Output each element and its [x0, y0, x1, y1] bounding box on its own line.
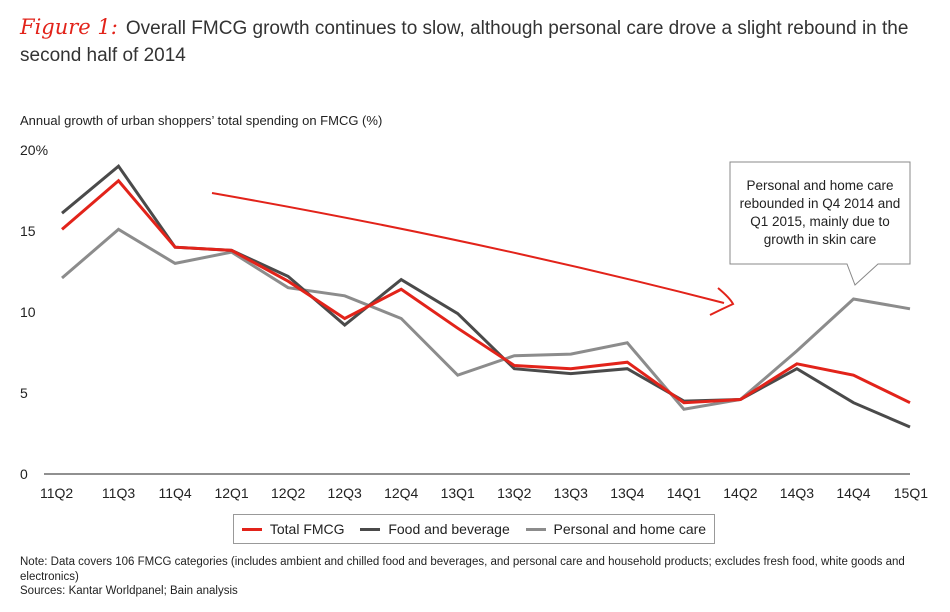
x-tick-label: 13Q4 — [610, 485, 644, 501]
x-tick-label: 12Q1 — [214, 485, 248, 501]
x-tick-label: 12Q2 — [271, 485, 305, 501]
series-line-total — [61, 178, 911, 405]
legend-item-food: Food and beverage — [360, 521, 510, 537]
x-tick-label: 14Q1 — [667, 485, 701, 501]
chart-title: Annual growth of urban shoppers’ total s… — [20, 113, 383, 128]
series-line-personal — [61, 227, 911, 411]
x-axis-ticks: 11Q2 11Q3 11Q4 12Q1 12Q2 12Q3 12Q4 13Q1 13Q2 13Q3… — [40, 485, 928, 501]
legend-label-personal: Personal and home care — [553, 521, 707, 537]
y-tick-label: 5 — [20, 385, 28, 401]
callout-box — [729, 161, 911, 286]
legend-label-total: Total FMCG — [269, 521, 345, 537]
x-tick-label: 12Q4 — [384, 485, 418, 501]
legend-swatch-total — [241, 527, 262, 531]
callout-border — [729, 161, 911, 286]
x-tick-label: 14Q3 — [780, 485, 814, 501]
x-tick-label: 13Q3 — [554, 485, 588, 501]
x-tick-label: 14Q4 — [836, 485, 870, 501]
x-tick-label: 13Q1 — [441, 485, 475, 501]
y-tick-label: 15 — [20, 223, 36, 239]
x-tick-label: 11Q4 — [158, 485, 191, 501]
figure-label: Figure 1: — [20, 15, 118, 39]
legend-item-personal: Personal and home care — [525, 521, 707, 537]
y-tick-label: 0 — [20, 466, 28, 482]
x-tick-label: 14Q2 — [723, 485, 757, 501]
trend-arrow-head — [709, 287, 735, 316]
legend-item-total: Total FMCG — [241, 521, 345, 537]
x-tick-label: 12Q3 — [328, 485, 362, 501]
legend-label-food: Food and beverage — [388, 521, 510, 537]
trend-arrow-line — [211, 192, 725, 304]
legend: Total FMCG Food and beverage Personal an… — [233, 514, 715, 544]
callout-text: Personal and home care rebounded in Q4 2… — [739, 178, 901, 247]
y-tick-label: 20% — [20, 142, 48, 158]
series-lines — [61, 164, 911, 429]
x-tick-label: 13Q2 — [497, 485, 531, 501]
figure-title: Figure 1: Overall FMCG growth continues t… — [20, 14, 935, 69]
figure-title-text: Overall FMCG growth continues to slow, a… — [20, 18, 909, 66]
legend-swatch-food — [360, 527, 381, 531]
y-tick-label: 10 — [20, 304, 36, 320]
trend-arrow — [211, 192, 735, 316]
x-tick-label: 11Q2 — [40, 485, 73, 501]
legend-swatch-personal — [525, 527, 546, 531]
sources: Sources: Kantar Worldpanel; Bain analysi… — [20, 585, 238, 597]
footnote: Note: Data covers 106 FMCG categories (i… — [20, 556, 905, 583]
x-tick-label: 15Q1 — [894, 485, 928, 501]
y-axis-ticks: 0 5 10 15 20% — [20, 142, 48, 482]
x-tick-label: 11Q3 — [102, 485, 135, 501]
